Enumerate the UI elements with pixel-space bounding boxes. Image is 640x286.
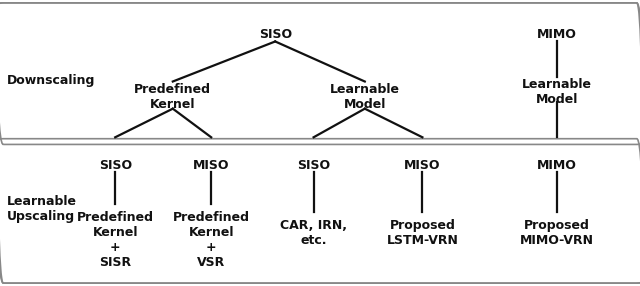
Text: SISO: SISO (99, 159, 132, 172)
Text: Learnable
Model: Learnable Model (522, 78, 592, 106)
Text: MIMO: MIMO (537, 159, 577, 172)
Text: Learnable
Model: Learnable Model (330, 83, 400, 111)
Text: Predefined
Kernel: Predefined Kernel (134, 83, 211, 111)
Text: Proposed
LSTM-VRN: Proposed LSTM-VRN (387, 219, 458, 247)
Text: Predefined
Kernel
+
VSR: Predefined Kernel + VSR (173, 211, 250, 269)
Text: MISO: MISO (193, 159, 230, 172)
Text: Downscaling: Downscaling (6, 74, 95, 87)
Text: SISO: SISO (297, 159, 330, 172)
Text: Learnable
Upscaling: Learnable Upscaling (6, 195, 76, 223)
Text: Predefined
Kernel
+
SISR: Predefined Kernel + SISR (77, 211, 154, 269)
Text: SISO: SISO (259, 28, 292, 41)
Text: MISO: MISO (404, 159, 441, 172)
Text: CAR, IRN,
etc.: CAR, IRN, etc. (280, 219, 347, 247)
Text: MIMO: MIMO (537, 28, 577, 41)
Text: Proposed
MIMO-VRN: Proposed MIMO-VRN (520, 219, 594, 247)
